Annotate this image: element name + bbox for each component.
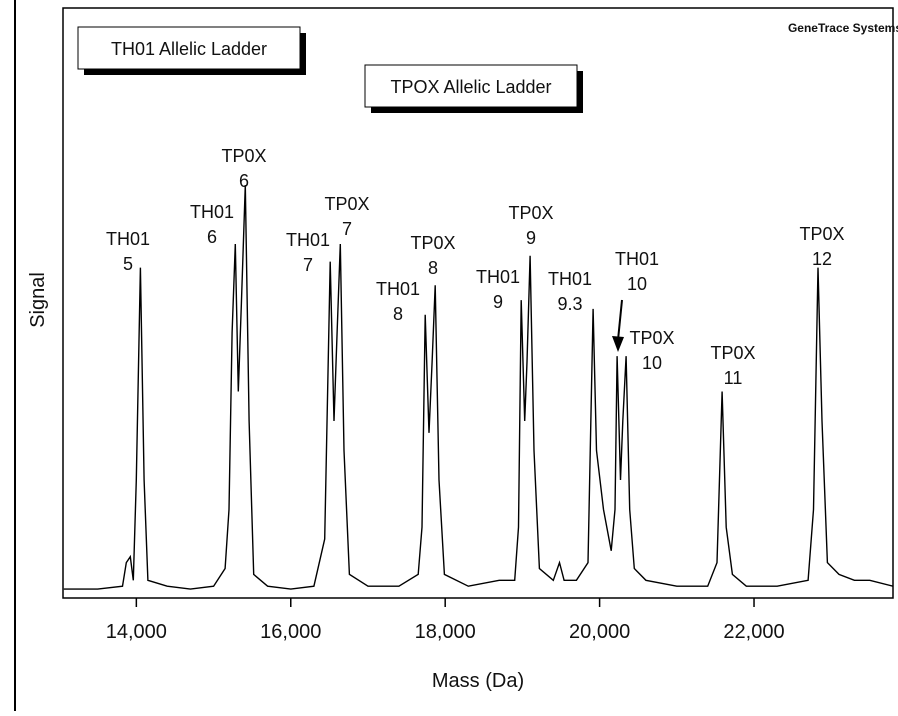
peak-label: 8 xyxy=(428,258,438,278)
brand: GeneTrace Systems xyxy=(788,21,898,35)
arrow xyxy=(617,299,623,341)
peak-label: TH01 xyxy=(476,267,520,287)
signal-trace xyxy=(63,184,894,590)
legend-text: TPOX Allelic Ladder xyxy=(390,77,551,97)
peak-label: 9.3 xyxy=(557,294,582,314)
peak-label: 7 xyxy=(303,255,313,275)
y-axis-label: Signal xyxy=(27,272,49,328)
legend-box xyxy=(77,26,301,70)
peak-label: 9 xyxy=(493,292,503,312)
peak-label: TP0X xyxy=(799,224,844,244)
peak-label: TH01 xyxy=(106,229,150,249)
peak-label: TH01 xyxy=(548,269,592,289)
peak-label: 5 xyxy=(123,254,133,274)
peak-label: 11 xyxy=(724,368,743,388)
peak-label: TP0X xyxy=(221,146,266,166)
peak-label: 10 xyxy=(642,353,662,373)
legend-box xyxy=(364,64,578,108)
peak-label: 9 xyxy=(526,228,536,248)
x-tick-label: 18,000 xyxy=(415,621,476,643)
x-tick-label: 20,000 xyxy=(569,621,630,643)
peak-label: TH01 xyxy=(376,279,420,299)
peak-label: 10 xyxy=(627,274,647,294)
x-tick-label: 14,000 xyxy=(106,621,167,643)
plot-frame xyxy=(62,7,894,599)
peak-label: TP0X xyxy=(710,343,755,363)
peak-label: 12 xyxy=(812,249,832,269)
peak-label: 7 xyxy=(342,219,352,239)
peak-label: 6 xyxy=(207,227,217,247)
arrow-head xyxy=(612,336,624,352)
peak-label: TH01 xyxy=(615,249,659,269)
peak-label: TH01 xyxy=(286,230,330,250)
x-tick-label: 22,000 xyxy=(723,621,784,643)
peak-label: TP0X xyxy=(410,233,455,253)
x-tick-label: 16,000 xyxy=(260,621,321,643)
peak-label: TP0X xyxy=(508,203,553,223)
x-axis-label: Mass (Da) xyxy=(432,670,524,692)
legend-text: TH01 Allelic Ladder xyxy=(111,39,267,59)
peak-label: 6 xyxy=(239,171,249,191)
peak-label: TP0X xyxy=(629,328,674,348)
peak-label: TP0X xyxy=(324,194,369,214)
peak-label: 8 xyxy=(393,304,403,324)
peak-label: TH01 xyxy=(190,202,234,222)
